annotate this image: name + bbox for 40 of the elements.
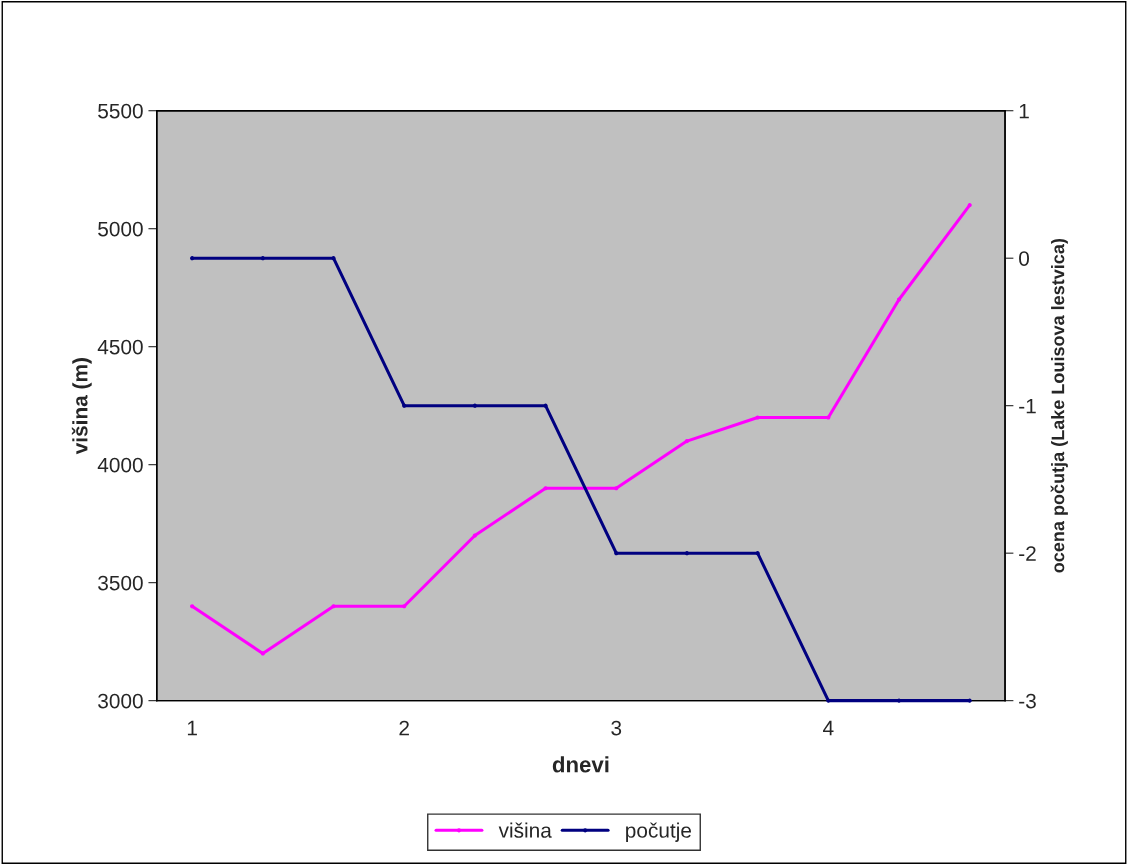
y2-tick-label: -3 bbox=[1019, 693, 1036, 709]
point bbox=[967, 203, 972, 208]
legend-label: višina bbox=[498, 822, 552, 838]
y2-tick-label: -2 bbox=[1019, 546, 1036, 561]
point bbox=[614, 486, 619, 491]
point bbox=[684, 551, 690, 556]
point bbox=[260, 651, 265, 656]
point bbox=[331, 256, 336, 261]
x-tick-label: 2 bbox=[399, 720, 409, 736]
point bbox=[402, 604, 407, 609]
point bbox=[190, 604, 195, 609]
y-tick-label: 3500 bbox=[98, 575, 143, 591]
point bbox=[190, 256, 195, 261]
point bbox=[896, 698, 902, 703]
point bbox=[684, 439, 690, 444]
point bbox=[472, 533, 477, 538]
y-axis-title: višina (m) bbox=[71, 358, 92, 455]
y-tick-label: 5000 bbox=[98, 221, 143, 237]
point bbox=[472, 403, 477, 408]
y-tick-label: 4000 bbox=[97, 457, 143, 473]
point bbox=[260, 256, 265, 261]
x-tick-label: 1 bbox=[187, 720, 197, 736]
y-tick-label: 5500 bbox=[98, 103, 143, 119]
x-tick-label: 4 bbox=[823, 720, 834, 736]
y-tick-label: 4500 bbox=[97, 339, 143, 355]
point bbox=[614, 551, 619, 556]
x-axis-title: dnevi bbox=[552, 756, 609, 773]
y2-tick-label: -1 bbox=[1019, 398, 1036, 414]
x-tick-label: 3 bbox=[611, 720, 622, 736]
point bbox=[331, 604, 336, 609]
line-series bbox=[190, 203, 972, 656]
y-tick-label: 3000 bbox=[98, 693, 143, 709]
y2-axis-title: ocena počutja (Lake Louisova lestvica) bbox=[1050, 239, 1068, 573]
y2-tick-label: 0 bbox=[1019, 251, 1030, 266]
point bbox=[967, 698, 972, 703]
point bbox=[755, 551, 760, 556]
legend-label: počutje bbox=[626, 822, 692, 842]
point bbox=[402, 403, 407, 408]
point bbox=[826, 698, 831, 703]
y2-tick-label: 1 bbox=[1019, 103, 1029, 119]
